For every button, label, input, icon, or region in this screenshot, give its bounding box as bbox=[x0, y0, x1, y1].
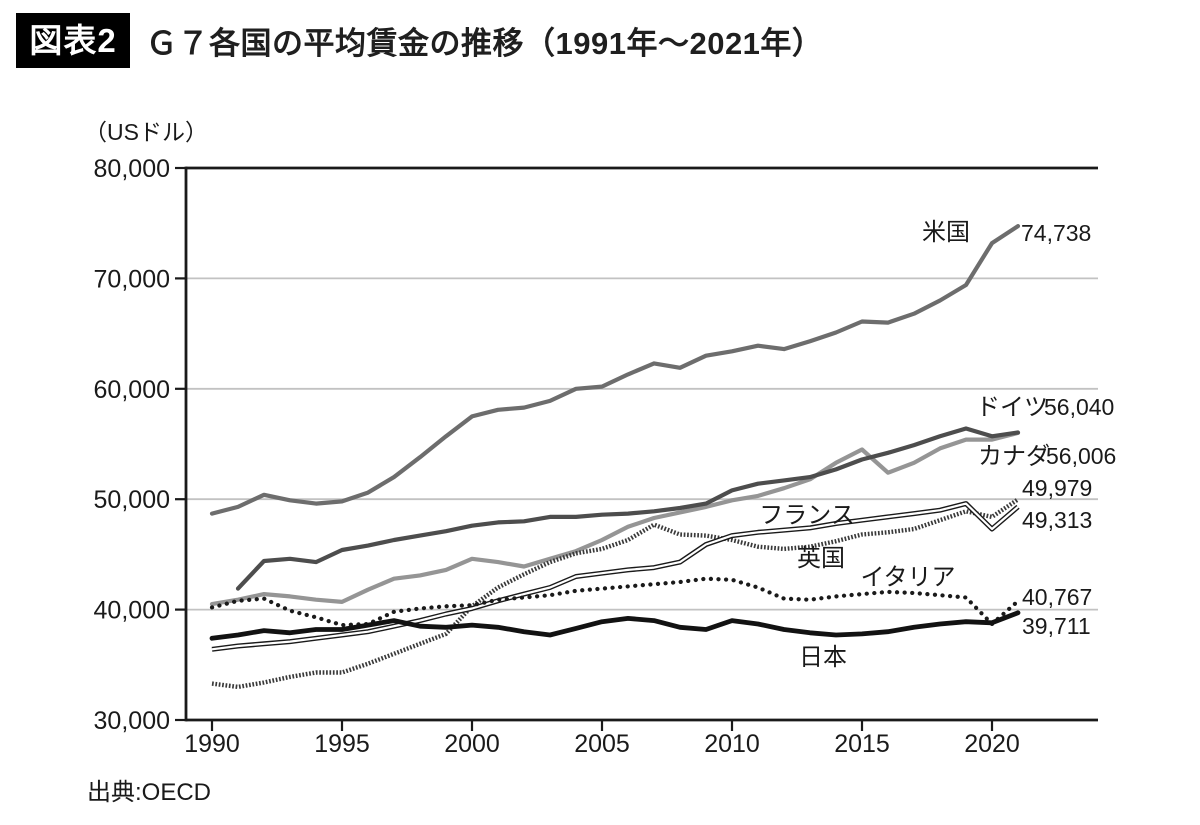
series-line-japan bbox=[209, 610, 1021, 641]
series-line-germany bbox=[235, 426, 1021, 591]
x-tick-label-2015: 2015 bbox=[834, 730, 890, 758]
series-end-value-italy: 40,767 bbox=[1022, 584, 1092, 610]
series-label-germany: ドイツ bbox=[976, 394, 1048, 421]
y-tick-label-50000: 50,000 bbox=[94, 486, 170, 514]
x-tick-label-2000: 2000 bbox=[444, 730, 500, 758]
y-tick-label-40000: 40,000 bbox=[94, 597, 170, 625]
series-line-uk bbox=[211, 497, 1020, 690]
series-label-france: フランス bbox=[759, 502, 855, 529]
page-title: Ｇ７各国の平均賃金の推移（1991年〜2021年） bbox=[146, 26, 824, 61]
x-tick-label-2020: 2020 bbox=[964, 730, 1020, 758]
chart-header: 図表2 Ｇ７各国の平均賃金の推移（1991年〜2021年） bbox=[16, 13, 823, 68]
series-line-canada bbox=[209, 430, 1021, 607]
figure-badge: 図表2 bbox=[16, 13, 130, 68]
y-tick-label-70000: 70,000 bbox=[94, 265, 170, 293]
series-line-italy bbox=[209, 576, 1021, 628]
x-tick-label-1995: 1995 bbox=[314, 730, 370, 758]
series-line-inner-france bbox=[211, 502, 1019, 651]
series-label-us: 米国 bbox=[922, 219, 970, 246]
series-label-japan: 日本 bbox=[799, 644, 847, 671]
series-label-uk: 英国 bbox=[797, 545, 845, 572]
source-note: 出典:OECD bbox=[87, 779, 212, 806]
y-axis-unit-label: （USドル） bbox=[84, 119, 208, 145]
series-end-value-japan: 39,711 bbox=[1022, 613, 1091, 639]
series-end-value-germany: 56,040 bbox=[1044, 394, 1114, 420]
y-tick-label-80000: 80,000 bbox=[94, 155, 170, 183]
y-tick-label-60000: 60,000 bbox=[94, 376, 170, 404]
series-end-value-france: 49,313 bbox=[1022, 507, 1092, 533]
x-tick-label-2010: 2010 bbox=[704, 730, 760, 758]
series-end-value-canada: 56,006 bbox=[1046, 443, 1116, 469]
series-line-us bbox=[209, 224, 1021, 516]
series-end-value-us: 74,738 bbox=[1021, 220, 1091, 246]
series-label-italy: イタリア bbox=[860, 564, 955, 591]
x-tick-label-1990: 1990 bbox=[184, 730, 240, 758]
series-end-value-uk: 49,979 bbox=[1022, 475, 1092, 501]
x-tick-label-2005: 2005 bbox=[574, 730, 630, 758]
series-label-canada: カナダ bbox=[978, 443, 1050, 470]
y-tick-label-30000: 30,000 bbox=[94, 707, 170, 735]
